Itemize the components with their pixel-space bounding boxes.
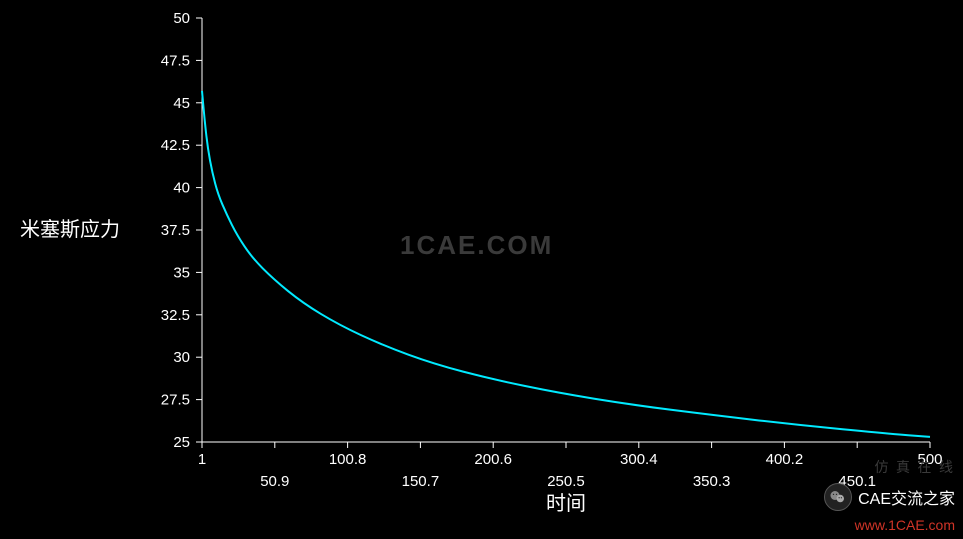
svg-text:25: 25 — [173, 434, 190, 451]
svg-text:时间: 时间 — [546, 492, 586, 515]
svg-text:35: 35 — [173, 264, 190, 281]
svg-text:42.5: 42.5 — [161, 137, 190, 154]
svg-text:450.1: 450.1 — [838, 473, 876, 490]
svg-text:50: 50 — [173, 10, 190, 27]
svg-text:40: 40 — [173, 180, 190, 197]
svg-text:32.5: 32.5 — [161, 307, 190, 324]
svg-text:350.3: 350.3 — [693, 473, 731, 490]
svg-text:27.5: 27.5 — [161, 392, 190, 409]
svg-text:150.7: 150.7 — [402, 473, 440, 490]
svg-text:47.5: 47.5 — [161, 52, 190, 69]
svg-text:45: 45 — [173, 95, 190, 112]
svg-text:300.4: 300.4 — [620, 451, 658, 468]
svg-text:400.2: 400.2 — [766, 451, 804, 468]
svg-text:50.9: 50.9 — [260, 473, 289, 490]
svg-text:200.6: 200.6 — [474, 451, 512, 468]
svg-text:100.8: 100.8 — [329, 451, 367, 468]
stress-relaxation-chart: 25 27.5 30 32.5 35 37.5 40 42.5 45 47.5 50 1 50.9 100… — [0, 0, 963, 539]
svg-text:37.5: 37.5 — [161, 222, 190, 239]
svg-text:500: 500 — [917, 451, 942, 468]
svg-text:30: 30 — [173, 349, 190, 366]
svg-text:1: 1 — [198, 451, 206, 468]
svg-text:250.5: 250.5 — [547, 473, 585, 490]
svg-text:米塞斯应力: 米塞斯应力 — [20, 218, 120, 241]
